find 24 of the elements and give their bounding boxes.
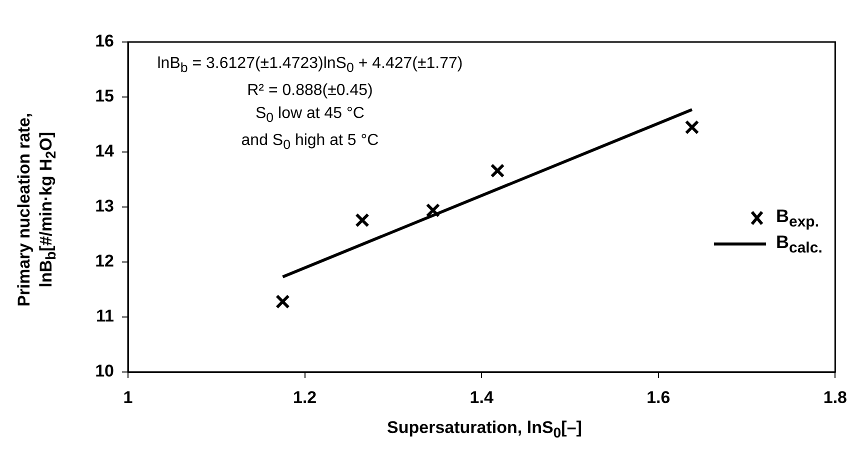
point — [426, 203, 440, 218]
x-tick-label: 1.4 — [470, 388, 494, 407]
annotation: lnB$_{b}$ = 3.6127(±1.4723)lnS$_{0}$ + 4.427(±1.77) — [156, 54, 464, 78]
point — [684, 120, 700, 134]
x-tick-label: 1.6 — [646, 388, 670, 407]
y-tick-label: 10 — [95, 362, 114, 381]
x-tick-label: 1.8 — [823, 388, 848, 407]
legend-label: B$_{exp.}$ — [776, 206, 820, 230]
y-tick-label: 16 — [95, 32, 114, 51]
y-tick-label: 14 — [95, 142, 115, 161]
annotation: S$_{0}$ low at 45 °C — [254, 104, 366, 128]
x-tick-label: 1 — [123, 388, 133, 407]
point — [355, 213, 370, 228]
y-tick-label: 12 — [95, 252, 114, 271]
x-axis-title: Supersaturation, lnS$_{0}$[–] — [386, 418, 583, 442]
y-tick-label: 11 — [96, 306, 114, 326]
annotation: R² = 0.888(±0.45) — [246, 81, 374, 102]
y-tick-label: 15 — [95, 86, 114, 106]
point — [490, 164, 505, 178]
annotation: and S$_{0}$ high at 5 °C — [240, 131, 380, 155]
legend-label: B$_{calc.}$ — [776, 232, 822, 256]
x-tick-label: 1.2 — [292, 388, 317, 407]
y-tick-label: 13 — [95, 196, 114, 216]
point — [276, 294, 290, 309]
